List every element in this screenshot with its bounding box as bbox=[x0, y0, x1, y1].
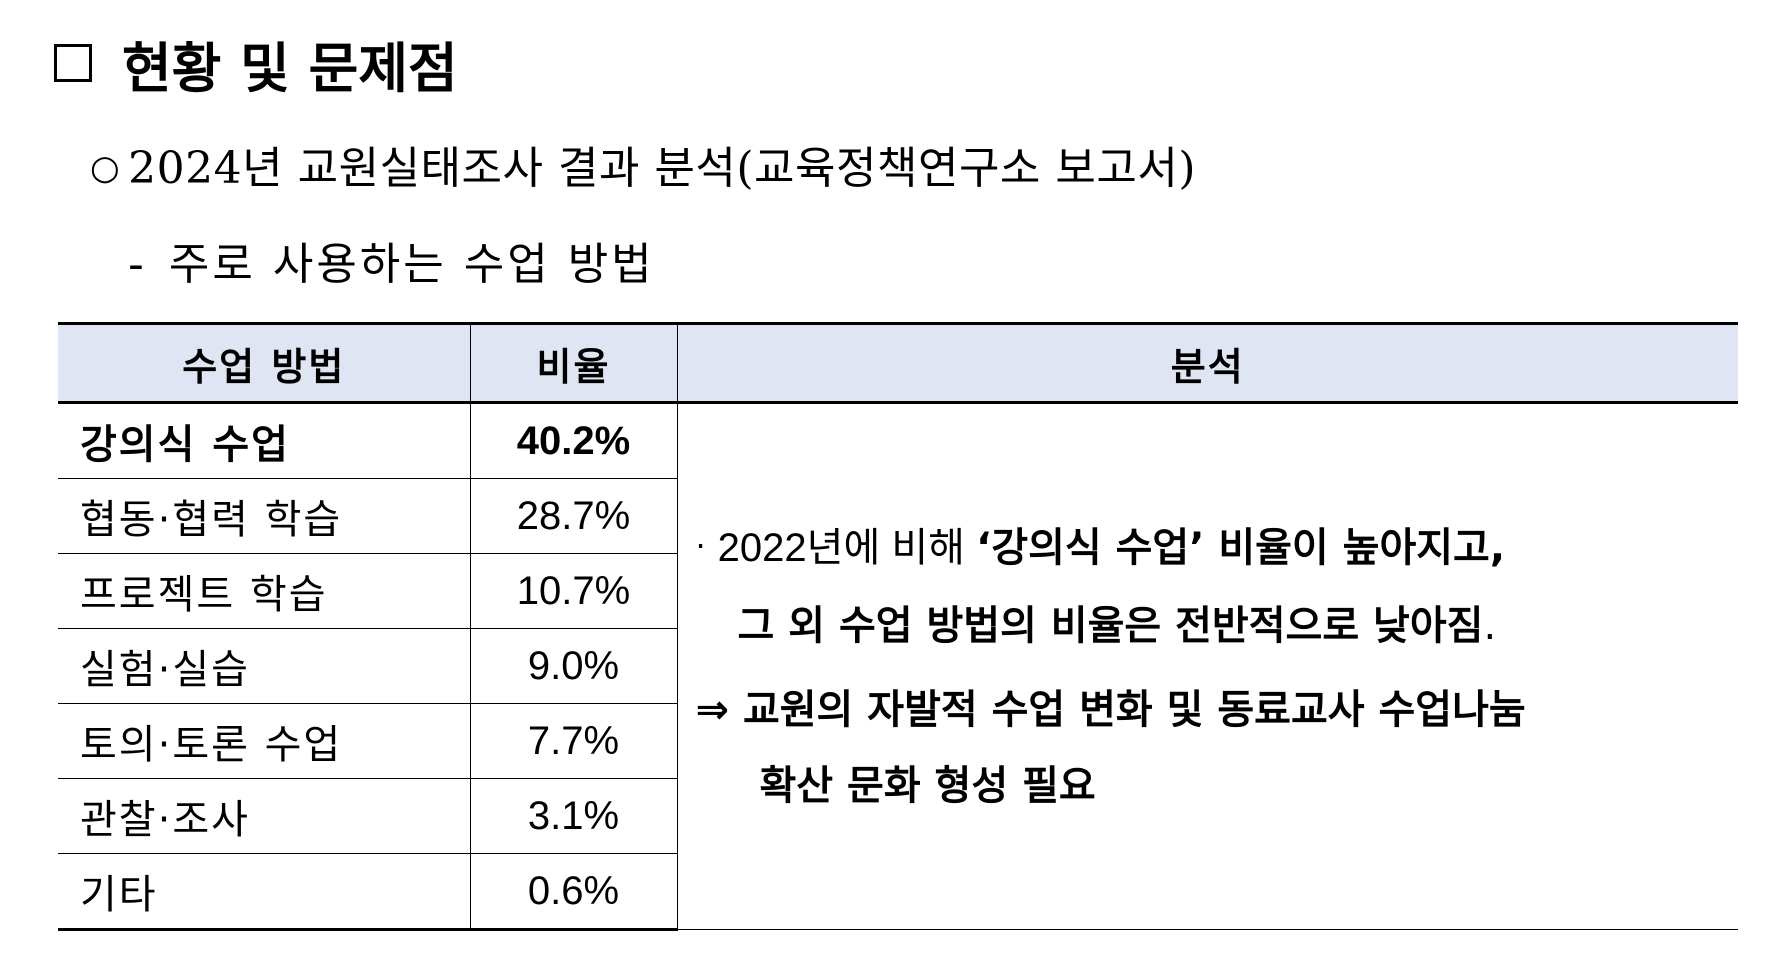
ratio-cell: 0.6% bbox=[469, 853, 677, 931]
right-arrow-icon: ⇒ bbox=[695, 686, 730, 733]
method-cell: 협동·협력 학습 bbox=[58, 478, 471, 554]
method-cell: 관찰·조사 bbox=[58, 778, 471, 854]
table-row: 강의식 수업 40.2% · 2022년에 비해 ‘강의식 수업’ 비율이 높아지… bbox=[58, 402, 1738, 930]
survey-subitem-text: 주로 사용하는 수업 방법 bbox=[168, 239, 655, 290]
ratio-cell: 40.2% bbox=[469, 402, 678, 479]
section-heading: 현황 및 문제점 bbox=[54, 28, 458, 100]
conclusion-line-2-text: 확산 문화 형성 필요 bbox=[759, 762, 1096, 809]
ratio-cell: 7.7% bbox=[469, 703, 677, 779]
teaching-method-table: 수업 방법 비율 분석 강의식 수업 40.2% · 2022년에 비해 ‘강의식… bbox=[58, 322, 1738, 931]
analysis-prefix: 2022년에 비해 bbox=[717, 525, 977, 570]
table-row: 기타 0.6% bbox=[58, 853, 1738, 931]
method-cell: 실험·실습 bbox=[58, 628, 471, 704]
survey-subheading-text: 2024년 교원실태조사 결과 분석(교육정책연구소 보고서) bbox=[128, 143, 1197, 194]
header-ratio: 비율 bbox=[469, 322, 678, 404]
header-method: 수업 방법 bbox=[58, 322, 471, 404]
checkbox-square-icon bbox=[54, 44, 92, 82]
survey-subheading: ○ 2024년 교원실태조사 결과 분석(교육정책연구소 보고서) bbox=[90, 132, 1196, 196]
analysis-highlight: ‘강의식 수업’ 비율이 높아지고, bbox=[976, 524, 1506, 571]
analysis-bullet: · bbox=[695, 526, 706, 565]
table-row: 관찰·조사 3.1% bbox=[58, 778, 1738, 854]
circle-bullet-icon: ○ bbox=[90, 148, 121, 188]
ratio-cell: 28.7% bbox=[469, 478, 677, 554]
section-title: 현황 및 문제점 bbox=[122, 36, 458, 100]
table-row: 프로젝트 학습 10.7% bbox=[58, 553, 1738, 629]
method-cell: 강의식 수업 bbox=[58, 402, 471, 479]
header-analysis: 분석 bbox=[676, 322, 1738, 404]
conclusion-line-1: ⇒ 교원의 자발적 수업 변화 및 동료교사 수업나눔 bbox=[696, 672, 1721, 748]
method-cell: 기타 bbox=[58, 853, 471, 931]
table-row: 협동·협력 학습 28.7% bbox=[58, 478, 1738, 554]
method-cell: 토의·토론 수업 bbox=[58, 703, 471, 779]
ratio-cell: 3.1% bbox=[469, 778, 677, 854]
dash-bullet: - bbox=[128, 239, 147, 290]
analysis-cell: · 2022년에 비해 ‘강의식 수업’ 비율이 높아지고, 그 외 수업 방법의… bbox=[676, 402, 1738, 930]
method-cell: 프로젝트 학습 bbox=[58, 553, 471, 629]
table-row: 실험·실습 9.0% bbox=[58, 628, 1738, 704]
table-header-row: 수업 방법 비율 분석 bbox=[58, 322, 1738, 404]
analysis-line-2-period: . bbox=[1483, 602, 1497, 649]
analysis-line-1: · 2022년에 비해 ‘강의식 수업’ 비율이 높아지고, bbox=[696, 510, 1721, 588]
survey-subitem: - 주로 사용하는 수업 방법 bbox=[128, 228, 655, 292]
conclusion-line-1-text: 교원의 자발적 수업 변화 및 동료교사 수업나눔 bbox=[742, 686, 1526, 733]
table-row: 토의·토론 수업 7.7% bbox=[58, 703, 1738, 779]
analysis-line-2: 그 외 수업 방법의 비율은 전반적으로 낮아짐. bbox=[696, 588, 1721, 664]
ratio-cell: 9.0% bbox=[469, 628, 677, 704]
conclusion-line-2: 확산 문화 형성 필요 bbox=[696, 748, 1721, 824]
ratio-cell: 10.7% bbox=[469, 553, 677, 629]
analysis-line-2-text: 그 외 수업 방법의 비율은 전반적으로 낮아짐 bbox=[737, 602, 1484, 649]
